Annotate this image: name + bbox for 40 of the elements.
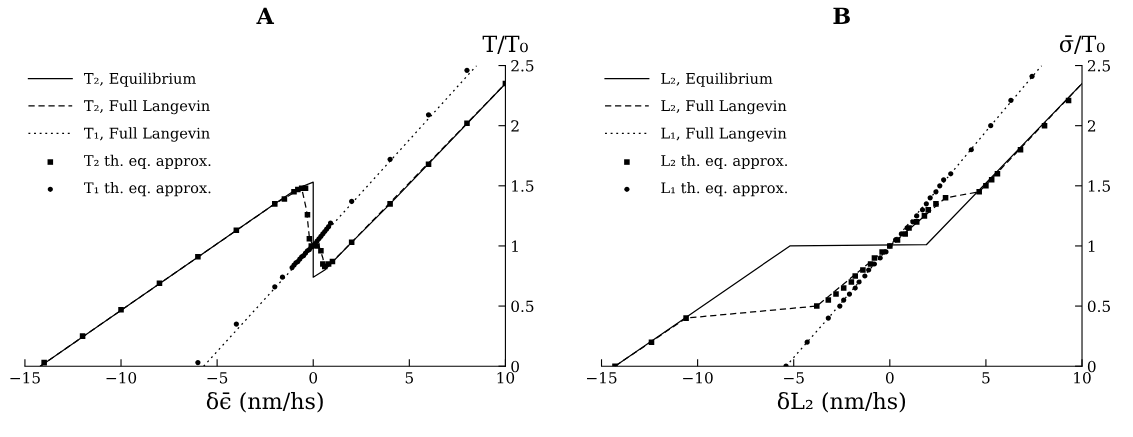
legend-label: L₁, Full Langevin: [661, 127, 787, 142]
y-tick-label: 2: [511, 120, 519, 132]
x-tick-label: −15: [587, 372, 617, 384]
x-tick-label: −5: [207, 372, 228, 384]
x-tick-label: 10: [497, 372, 515, 384]
x-axis-title: δϵ̄ (nm/hs): [206, 391, 323, 413]
legend-label: L₂, Full Langevin: [661, 99, 787, 115]
legend-label: L₁ th. eq. approx.: [661, 182, 787, 197]
y-axis-title: T/T₀: [482, 35, 528, 54]
legend-label: T₂, Equilibrium: [84, 72, 196, 87]
x-tick-label: −10: [683, 372, 713, 384]
y-axis-title: σ̄/T₀: [1059, 35, 1105, 54]
legend-label: T₂ th. eq. approx.: [84, 154, 211, 169]
x-tick-label: 5: [405, 372, 413, 384]
x-tick-label: 0: [885, 372, 894, 384]
legend-label: L₂ th. eq. approx.: [661, 154, 787, 169]
y-tick-label: 0.5: [511, 300, 534, 313]
y-tick-label: 1: [1088, 240, 1095, 252]
chart-title: A: [256, 7, 275, 24]
x-axis-title: δL₂ (nm/hs): [777, 391, 906, 413]
y-tick-label: 2.5: [511, 60, 534, 72]
y-tick-label: 0.5: [1087, 300, 1110, 313]
y-tick-label: 0: [1087, 360, 1096, 373]
y-tick-label: 1: [512, 240, 518, 252]
x-tick-label: −5: [784, 372, 804, 384]
legend-label: L₂, Equilibrium: [661, 72, 773, 87]
legend-label: T₁, Full Langevin: [84, 127, 210, 142]
y-tick-label: 2.5: [1087, 60, 1110, 72]
x-tick-label: 5: [982, 372, 990, 384]
x-tick-label: −15: [10, 372, 40, 384]
x-tick-label: −10: [106, 372, 137, 384]
legend-label: T₂, Full Langevin: [84, 99, 210, 115]
chart-title: B: [833, 7, 850, 24]
x-tick-label: 0: [309, 372, 318, 384]
y-tick-label: 1.5: [512, 180, 534, 192]
x-tick-label: 10: [1074, 372, 1091, 384]
legend-label: T₁ th. eq. approx.: [84, 182, 211, 197]
y-tick-label: 0: [511, 360, 519, 373]
y-tick-label: 1.5: [1088, 180, 1110, 192]
y-tick-label: 2: [1087, 120, 1096, 132]
